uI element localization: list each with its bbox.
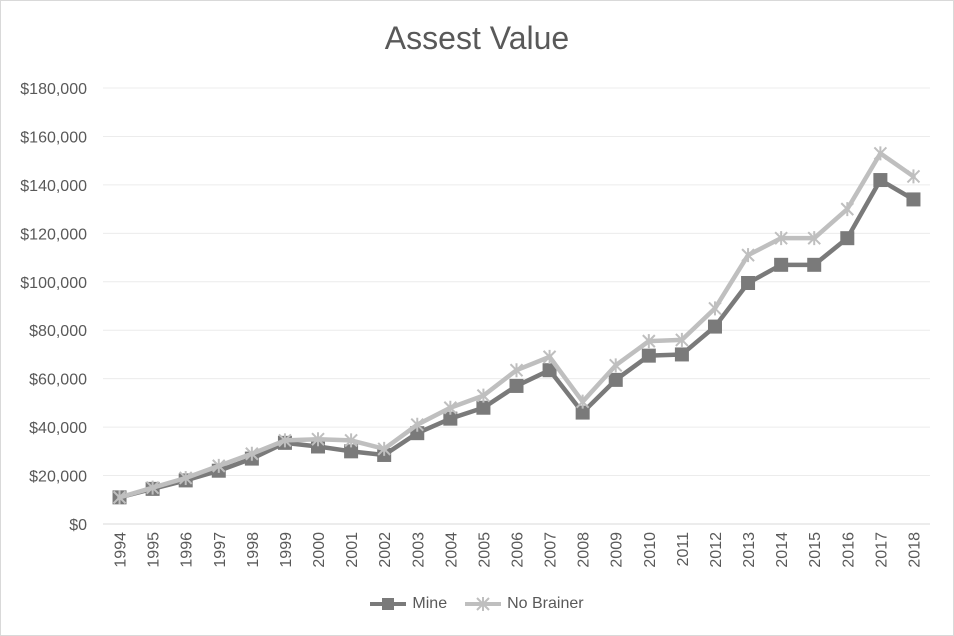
data-point-mine <box>906 192 921 207</box>
data-point-mine <box>443 411 458 426</box>
data-point-no-brainer <box>112 490 127 505</box>
data-point-mine <box>575 405 590 420</box>
data-point-no-brainer <box>443 400 458 415</box>
x-tick-label: 2017 <box>873 532 890 568</box>
data-point-no-brainer <box>344 433 358 448</box>
data-point-no-brainer <box>509 363 524 378</box>
legend-item-mine: Mine <box>370 595 447 613</box>
data-point-mine <box>873 173 888 188</box>
legend: Mine No Brainer <box>0 595 954 613</box>
x-tick-label: 2004 <box>443 532 460 568</box>
data-point-mine <box>476 400 491 415</box>
data-point-no-brainer <box>311 432 325 447</box>
y-tick-label: $20,000 <box>29 469 87 486</box>
x-tick-label: 2011 <box>675 532 692 567</box>
data-point-no-brainer <box>178 470 193 485</box>
data-point-mine <box>542 363 557 378</box>
y-tick-label: $180,000 <box>20 81 87 98</box>
data-point-no-brainer <box>278 433 292 448</box>
x-tick-label: 1995 <box>146 532 163 568</box>
data-point-mine <box>840 231 855 246</box>
series-line-mine <box>117 177 916 500</box>
data-point-mine <box>674 347 689 362</box>
y-tick-label: $40,000 <box>29 420 87 437</box>
data-point-no-brainer <box>542 349 557 364</box>
chart-title: Assest Value <box>384 20 570 56</box>
y-tick-label: $140,000 <box>20 178 87 195</box>
data-point-mine <box>807 257 822 272</box>
legend-swatch-no-brainer <box>465 597 502 611</box>
x-tick-label: 1996 <box>179 532 196 568</box>
x-tick-label: 2001 <box>344 532 361 568</box>
data-point-mine <box>741 275 756 290</box>
x-tick-label: 2008 <box>576 532 593 568</box>
y-tick-label: $100,000 <box>20 275 87 292</box>
x-tick-label: 2016 <box>840 532 857 568</box>
y-tick-label: $120,000 <box>20 226 87 243</box>
data-point-no-brainer <box>774 231 788 246</box>
data-point-no-brainer <box>642 334 656 349</box>
data-point-no-brainer <box>609 358 623 373</box>
data-point-no-brainer <box>476 388 491 403</box>
x-tick-label: 2009 <box>609 532 626 568</box>
legend-label-no-brainer: No Brainer <box>507 595 584 612</box>
x-tick-label: 1997 <box>212 532 229 568</box>
data-point-mine <box>344 444 359 459</box>
data-point-no-brainer <box>873 146 888 161</box>
legend-item-no-brainer: No Brainer <box>465 595 584 613</box>
data-point-no-brainer <box>410 417 424 432</box>
data-point-no-brainer <box>906 169 921 184</box>
x-tick-label: 1994 <box>113 532 130 568</box>
x-tick-label: 2003 <box>410 532 427 568</box>
data-point-mine <box>509 378 524 393</box>
x-tick-label: 2005 <box>476 532 493 568</box>
x-tick-label: 2006 <box>510 532 527 568</box>
x-tick-label: 2012 <box>708 532 725 568</box>
data-point-no-brainer <box>575 394 590 409</box>
data-point-no-brainer <box>377 441 391 456</box>
y-tick-label: $80,000 <box>29 323 87 340</box>
series-line-no-brainer <box>117 151 916 500</box>
x-tick-label: 2002 <box>377 532 394 568</box>
data-point-mine <box>608 372 623 387</box>
legend-swatch-mine <box>370 597 407 611</box>
data-point-no-brainer <box>708 301 722 316</box>
data-point-no-brainer <box>840 202 855 217</box>
data-point-no-brainer <box>212 458 226 473</box>
y-tick-label: $160,000 <box>20 129 87 146</box>
data-point-no-brainer <box>245 446 259 461</box>
x-tick-label: 2000 <box>311 532 328 568</box>
data-point-no-brainer <box>807 231 821 246</box>
legend-label-mine: Mine <box>412 595 448 612</box>
y-tick-label: $60,000 <box>29 372 87 389</box>
x-tick-label: 1998 <box>245 532 262 568</box>
data-point-mine <box>707 319 722 334</box>
x-tick-label: 2018 <box>906 532 923 568</box>
data-point-no-brainer <box>145 480 160 495</box>
x-tick-label: 2014 <box>774 532 791 568</box>
data-point-no-brainer <box>675 332 689 347</box>
x-tick-label: 1999 <box>278 532 295 568</box>
x-tick-label: 2015 <box>807 532 824 568</box>
y-tick-label: $0 <box>69 517 87 534</box>
x-tick-label: 2013 <box>741 532 758 568</box>
x-tick-label: 2007 <box>543 532 560 568</box>
data-point-mine <box>641 348 656 363</box>
x-tick-label: 2010 <box>642 532 659 568</box>
data-point-no-brainer <box>741 248 755 263</box>
data-point-mine <box>774 257 789 272</box>
